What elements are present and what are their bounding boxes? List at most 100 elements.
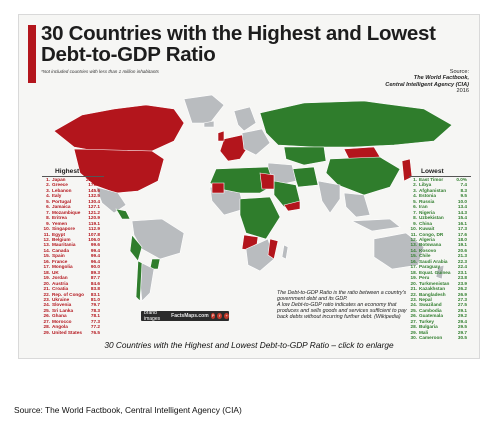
highest-country: United States bbox=[52, 329, 82, 335]
lowest-country: Turkey bbox=[419, 318, 435, 324]
lowest-value: 29.5 bbox=[457, 324, 467, 330]
highest-rank: 18. bbox=[43, 269, 50, 275]
highest-value: 106.0 bbox=[88, 236, 100, 242]
lowest-rank: 8. bbox=[413, 215, 417, 221]
title-line-1: 30 Countries with the Highest and Lowest bbox=[41, 22, 436, 45]
title-accent-bar bbox=[28, 25, 36, 83]
egypt-region bbox=[259, 172, 275, 190]
usa-region bbox=[73, 148, 165, 194]
highest-row: 6. Jamaica 127.1 bbox=[43, 204, 100, 209]
pinterest-icon[interactable]: P bbox=[210, 313, 216, 319]
lowest-value: 0.0% bbox=[456, 177, 467, 182]
lowest-value: 26.2 bbox=[457, 286, 467, 292]
lowest-value: 14.3 bbox=[457, 209, 467, 215]
share-icon[interactable]: + bbox=[224, 313, 229, 319]
highest-country: Canada bbox=[52, 247, 69, 253]
lowest-value: 15.4 bbox=[457, 215, 467, 221]
highest-value: 179.4 bbox=[88, 182, 100, 188]
highest-value: 76.5 bbox=[90, 329, 100, 335]
lowest-value: 27.3 bbox=[457, 296, 467, 302]
yemen-region bbox=[283, 200, 301, 212]
highest-row: 18. UK 89.3 bbox=[43, 270, 100, 275]
highest-value: 120.9 bbox=[88, 215, 100, 221]
facebook-icon[interactable]: f bbox=[217, 313, 223, 319]
highest-country: France bbox=[52, 258, 68, 264]
highest-value: 79.7 bbox=[90, 302, 100, 308]
highest-row: 24. Slovenia 79.7 bbox=[43, 302, 100, 307]
lowest-row: 4. Estonia 9.5 bbox=[410, 193, 467, 198]
highest-rank: 10. bbox=[43, 226, 50, 232]
lowest-rank: 7. bbox=[413, 209, 417, 215]
highest-country: Croatia bbox=[52, 286, 69, 292]
source-name: The World Factbook, bbox=[413, 75, 469, 82]
lowest-rank: 27. bbox=[410, 318, 417, 324]
lowest-row: 26. Guatemala 29.2 bbox=[410, 313, 467, 318]
iran-region bbox=[291, 166, 319, 188]
highest-row: 23. Ukraine 81.0 bbox=[43, 297, 100, 302]
lowest-value: 21.3 bbox=[457, 253, 467, 259]
lowest-country: Nigeria bbox=[419, 209, 435, 215]
lowest-country: Uzbekistan bbox=[419, 215, 444, 221]
lowest-row: 3. Afghanistan 8.3 bbox=[410, 188, 467, 193]
lowest-country: Peru bbox=[419, 275, 430, 281]
highest-rank: 23. bbox=[43, 296, 50, 302]
lowest-row: 30. Cameroon 30.5 bbox=[410, 335, 467, 340]
highest-row: 7. Mozambique 121.2 bbox=[43, 210, 100, 215]
lowest-row: 6. Iran 13.4 bbox=[410, 204, 467, 209]
highest-value: 99.6 bbox=[90, 242, 100, 248]
highest-rank: 14. bbox=[43, 247, 50, 253]
highest-row: 19. Jordan 87.7 bbox=[43, 275, 100, 280]
lowest-heading: Lowest bbox=[421, 168, 444, 175]
lowest-row: 22. Bangladesh 26.9 bbox=[410, 292, 467, 297]
highest-rank: 20. bbox=[43, 280, 50, 286]
lowest-value: 10.0 bbox=[457, 198, 467, 204]
highest-rank: 1. bbox=[46, 177, 50, 182]
highest-row: 13. Mauritania 99.6 bbox=[43, 242, 100, 247]
lowest-value: 9.5 bbox=[460, 193, 467, 199]
australia-region bbox=[373, 232, 425, 270]
lowest-row: 17. Paraguay 22.4 bbox=[410, 264, 467, 269]
lowest-country: China bbox=[419, 220, 433, 226]
image-caption-link[interactable]: 30 Countries with the Highest and Lowest… bbox=[104, 340, 394, 350]
highest-row: 10. Singapore 112.9 bbox=[43, 226, 100, 231]
lowest-row: 14. Kosovo 20.6 bbox=[410, 248, 467, 253]
lowest-country: Algeria bbox=[419, 236, 435, 242]
kazakhstan-region bbox=[283, 146, 327, 166]
lowest-country: Kosovo bbox=[419, 247, 437, 253]
highest-rank: 7. bbox=[46, 209, 50, 215]
source-footer: Source: The World Factbook, Central Inte… bbox=[14, 405, 242, 415]
highest-row: 17. Mongolia 90.0 bbox=[43, 264, 100, 269]
greenland-region bbox=[183, 94, 225, 124]
logo-brand: FactsMaps.com bbox=[171, 313, 209, 319]
factsmaps-logo[interactable]: brand images FactsMaps.com P f + bbox=[141, 310, 229, 322]
highest-value: 83.1 bbox=[90, 291, 100, 297]
highest-rank: 28. bbox=[43, 324, 50, 330]
lowest-value: 7.4 bbox=[460, 182, 467, 188]
lowest-rank: 6. bbox=[413, 204, 417, 210]
infographic-frame[interactable]: 30 Countries with the Highest and Lowest… bbox=[18, 14, 480, 359]
highest-country: Ukraine bbox=[52, 296, 70, 302]
highest-rank: 5. bbox=[46, 198, 50, 204]
highest-value: 83.8 bbox=[90, 286, 100, 292]
central-africa-region bbox=[239, 196, 281, 240]
lowest-row: 10. Kuwait 17.3 bbox=[410, 226, 467, 231]
highest-rank: 11. bbox=[43, 231, 50, 237]
lowest-rank: 26. bbox=[410, 313, 417, 319]
highest-value: 84.6 bbox=[90, 280, 100, 286]
lowest-rank: 11. bbox=[410, 231, 417, 237]
lowest-rank: 9. bbox=[413, 220, 417, 226]
highest-value: 130.4 bbox=[88, 198, 100, 204]
highest-rank: 25. bbox=[43, 307, 50, 313]
lowest-country: Turkmenistan bbox=[419, 280, 450, 286]
highest-value: 77.3 bbox=[90, 318, 100, 324]
highest-country: Angola bbox=[52, 324, 68, 330]
lowest-value: 30.5 bbox=[457, 335, 467, 341]
north-africa-region bbox=[209, 166, 275, 194]
highest-rank: 3. bbox=[46, 187, 50, 193]
lowest-rank: 30. bbox=[410, 335, 417, 341]
europe-east-region bbox=[241, 128, 271, 156]
highest-value: 127.1 bbox=[88, 204, 100, 210]
lowest-row: 12. Algeria 18.0 bbox=[410, 237, 467, 242]
highest-row: 29. United States 76.5 bbox=[43, 330, 100, 335]
lowest-value: 22.3 bbox=[457, 258, 467, 264]
